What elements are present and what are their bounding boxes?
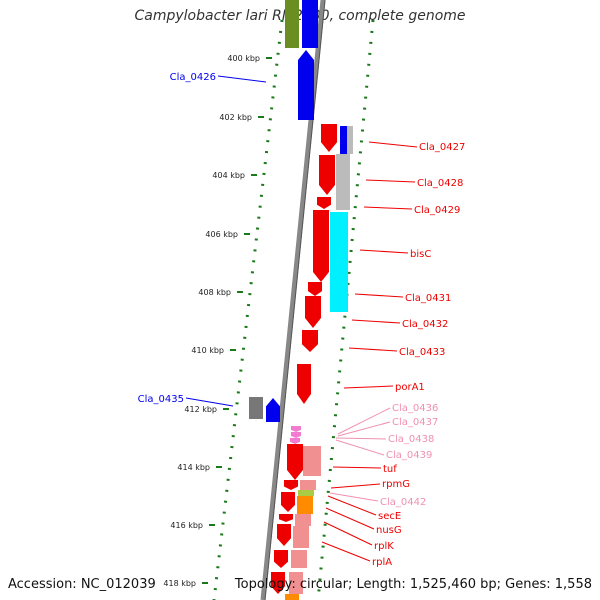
gene-arrow-forward xyxy=(298,50,314,120)
gene-label[interactable]: Cla_0437 xyxy=(392,417,438,428)
gene-leader-line xyxy=(185,397,234,407)
inner-dotted-ruler xyxy=(316,19,375,600)
gene-arrow-reverse xyxy=(305,296,321,328)
gene-label[interactable]: Cla_0429 xyxy=(414,205,460,216)
gene-leader-line xyxy=(337,407,391,435)
tick-label: 400 kbp xyxy=(227,54,260,63)
gene-label[interactable]: rpmG xyxy=(382,479,410,490)
gene-block xyxy=(293,526,309,548)
genome-stats-text: Topology: circular; Length: 1,525,460 bp… xyxy=(234,577,592,592)
gene-leader-line xyxy=(359,249,409,254)
gene-label[interactable]: Cla_0438 xyxy=(388,434,434,445)
gene-arrow-reverse xyxy=(271,572,285,594)
gene-block xyxy=(330,212,348,312)
gene-block xyxy=(336,154,350,210)
gene-label[interactable]: rplK xyxy=(374,541,394,552)
gene-leader-line xyxy=(327,495,377,516)
tick-label: 402 kbp xyxy=(219,113,252,122)
gene-arrow-reverse xyxy=(313,210,329,282)
gene-label[interactable]: rplA xyxy=(372,557,392,568)
gene-leader-line xyxy=(332,466,382,469)
tick-label: 406 kbp xyxy=(205,230,238,239)
gene-block xyxy=(295,514,311,526)
gene-label[interactable]: tuf xyxy=(383,464,397,475)
gene-leader-line xyxy=(329,492,379,502)
gene-arrow-reverse xyxy=(319,155,335,195)
gene-arrow-reverse xyxy=(297,364,311,404)
gene-label[interactable]: Cla_0439 xyxy=(386,450,432,461)
gene-block xyxy=(297,496,313,514)
gene-label[interactable]: Cla_0427 xyxy=(419,142,465,153)
gene-block xyxy=(289,572,303,594)
tick-label: 418 kbp xyxy=(163,579,196,588)
gene-block xyxy=(300,480,316,490)
gene-block xyxy=(285,0,299,48)
genome-backbone-edge xyxy=(264,0,326,600)
gene-block xyxy=(298,490,314,496)
gene-arrow-reverse xyxy=(287,444,303,480)
gene-arrow-reverse xyxy=(302,330,318,352)
gene-block xyxy=(340,126,348,154)
gene-arrow-reverse xyxy=(291,426,301,432)
gene-label[interactable]: porA1 xyxy=(395,382,425,393)
gene-block xyxy=(285,594,299,600)
gene-arrow-reverse xyxy=(281,492,295,512)
gene-label[interactable]: Cla_0442 xyxy=(380,497,426,508)
gene-label[interactable]: Cla_0436 xyxy=(392,403,438,414)
gene-block xyxy=(347,126,353,154)
gene-leader-line xyxy=(335,437,387,440)
gene-arrow-reverse xyxy=(321,124,337,152)
gene-label[interactable]: Cla_0431 xyxy=(405,293,451,304)
gene-block xyxy=(302,0,318,48)
gene-block xyxy=(303,446,321,476)
genome-title: Campylobacter lari RM2100, complete geno… xyxy=(134,8,466,24)
gene-arrow-reverse xyxy=(279,514,293,522)
gene-leader-line xyxy=(321,541,371,562)
gene-arrow-forward xyxy=(266,398,280,422)
gene-block xyxy=(249,397,263,419)
gene-arrow-reverse xyxy=(308,282,322,296)
gene-leader-line xyxy=(330,483,381,489)
gene-leader-line xyxy=(325,507,375,530)
gene-leader-line xyxy=(351,319,401,324)
gene-label[interactable]: nusG xyxy=(376,525,402,536)
tick-label: 404 kbp xyxy=(212,171,245,180)
gene-leader-line xyxy=(368,141,418,148)
gene-label[interactable]: Cla_0426 xyxy=(170,72,216,83)
gene-arrow-reverse xyxy=(290,438,300,444)
gene-label[interactable]: bisC xyxy=(410,249,431,260)
gene-leader-line xyxy=(363,206,413,210)
gene-arrow-reverse xyxy=(317,197,331,209)
gene-leader-line xyxy=(335,439,385,456)
gene-arrow-reverse xyxy=(291,432,301,438)
gene-arrow-reverse xyxy=(277,524,291,546)
gene-leader-line xyxy=(343,385,394,389)
tick-label: 408 kbp xyxy=(198,288,231,297)
tick-label: 416 kbp xyxy=(170,521,203,530)
gene-leader-line xyxy=(323,521,373,546)
gene-leader-line xyxy=(348,347,398,352)
gene-leader-line xyxy=(337,421,391,437)
gene-label[interactable]: Cla_0433 xyxy=(399,347,445,358)
gene-arrow-reverse xyxy=(284,480,298,490)
gene-arrow-reverse xyxy=(274,550,288,568)
gene-block xyxy=(291,550,307,568)
accession-text: Accession: NC_012039 xyxy=(8,577,156,592)
gene-label[interactable]: Cla_0435 xyxy=(138,394,184,405)
tick-label: 410 kbp xyxy=(191,346,224,355)
tick-label: 412 kbp xyxy=(184,405,217,414)
gene-leader-line xyxy=(217,75,267,83)
gene-leader-line xyxy=(365,179,416,183)
gene-label[interactable]: Cla_0432 xyxy=(402,319,448,330)
gene-leader-line xyxy=(354,293,404,298)
gene-label[interactable]: secE xyxy=(378,511,401,522)
tick-label: 414 kbp xyxy=(177,463,210,472)
gene-label[interactable]: Cla_0428 xyxy=(417,178,463,189)
